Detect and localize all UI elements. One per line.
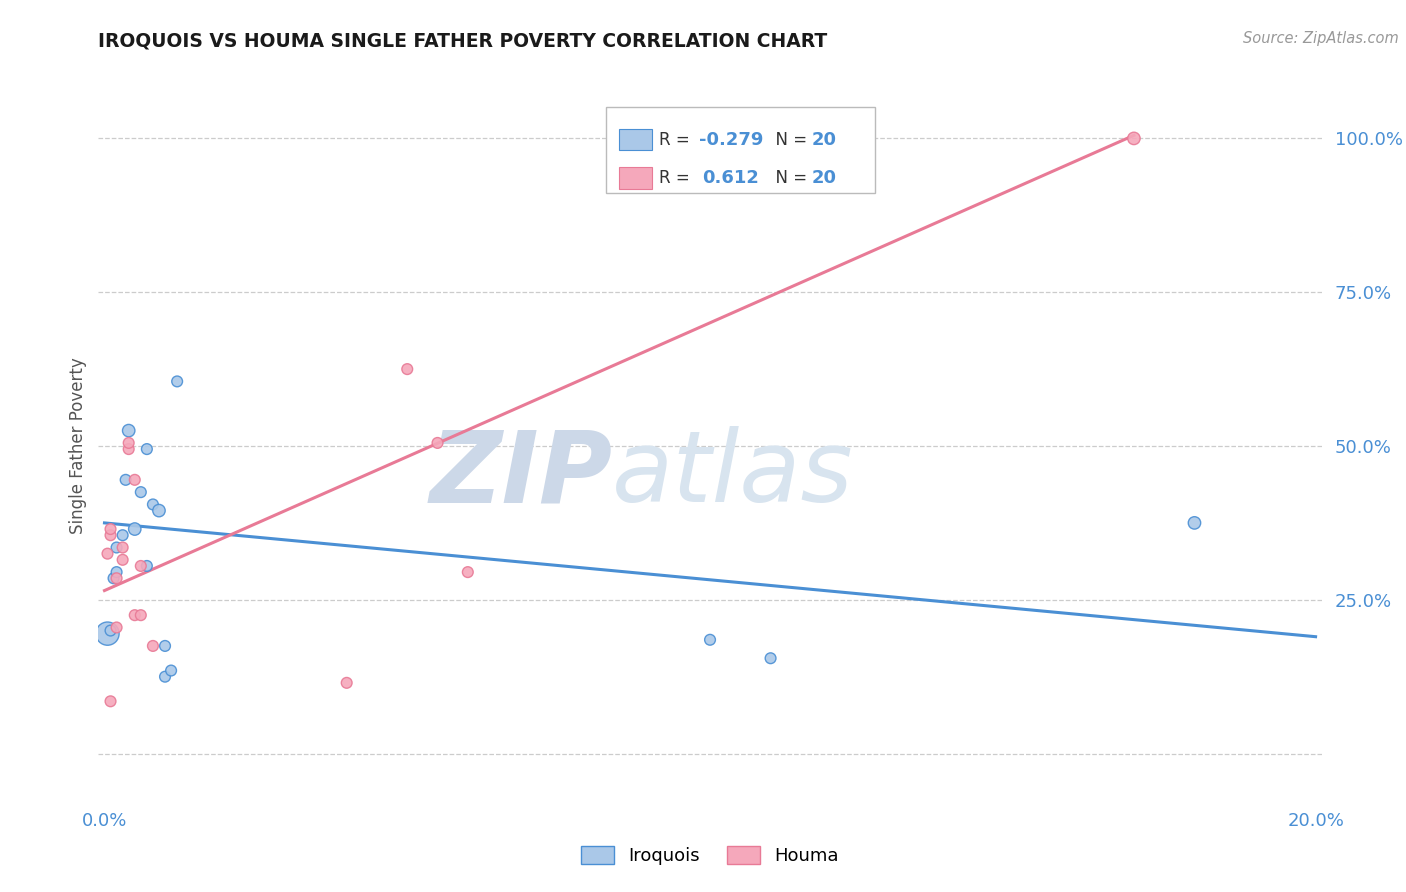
Point [426,436,449,450]
Point [135,442,157,456]
Point [129,558,152,573]
Text: 20: 20 [811,130,837,149]
Point [135,558,157,573]
Point [153,639,176,653]
Y-axis label: Single Father Poverty: Single Father Poverty [69,358,87,534]
Point [129,485,152,500]
Point [96,626,118,640]
Point [166,375,188,389]
Point [759,651,782,665]
Point [699,632,721,647]
Point [124,608,146,623]
Text: R =: R = [659,130,696,149]
Point [114,473,136,487]
Point [111,553,134,567]
Point [160,664,183,678]
Point [118,424,141,438]
Point [100,528,122,542]
Text: 20: 20 [811,169,837,187]
Point [124,522,146,536]
Text: 0.612: 0.612 [702,169,759,187]
Text: R =: R = [659,169,696,187]
Text: 0.0%: 0.0% [82,812,127,830]
Text: Source: ZipAtlas.com: Source: ZipAtlas.com [1243,31,1399,46]
Text: ZIP: ZIP [429,426,612,523]
Point [103,571,125,585]
Point [111,528,134,542]
Text: atlas: atlas [612,426,853,523]
Text: N =: N = [765,169,813,187]
Point [105,571,128,585]
Legend: Iroquois, Houma: Iroquois, Houma [574,838,846,872]
Point [129,608,152,623]
Text: IROQUOIS VS HOUMA SINGLE FATHER POVERTY CORRELATION CHART: IROQUOIS VS HOUMA SINGLE FATHER POVERTY … [98,31,828,50]
Point [142,639,165,653]
Text: 20.0%: 20.0% [1286,812,1344,830]
Point [105,565,128,579]
Point [142,498,165,512]
Point [396,362,419,376]
Point [105,620,128,634]
Point [100,522,122,536]
Point [124,473,146,487]
Point [96,547,118,561]
Point [100,694,122,708]
Point [111,541,134,555]
Point [457,565,479,579]
Point [153,670,176,684]
Point [118,442,141,456]
Point [105,541,128,555]
Point [100,624,122,638]
Point [1184,516,1206,530]
Point [118,436,141,450]
Point [336,676,359,690]
Text: -0.279: -0.279 [699,130,763,149]
Text: N =: N = [765,130,813,149]
Point [1122,131,1144,145]
Point [148,503,170,517]
